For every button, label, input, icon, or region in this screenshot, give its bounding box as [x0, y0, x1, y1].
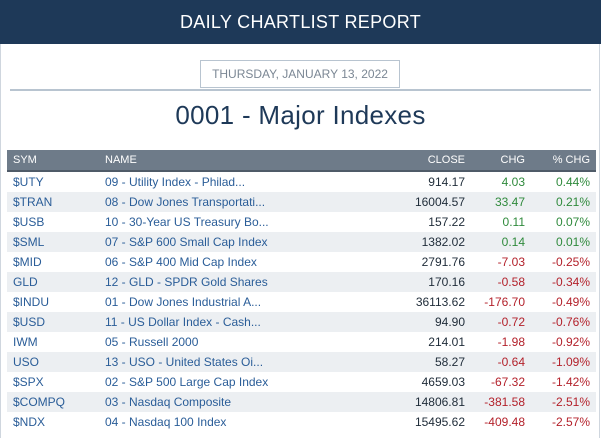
change-value: 0.11 — [471, 212, 531, 232]
table-row[interactable]: $TRAN 08 - Dow Jones Transportati... 16004… — [7, 192, 596, 212]
chartlist-title: 0001 - Major Indexes — [175, 100, 426, 130]
change-value: -409.48 — [471, 412, 531, 432]
percent-change-value: -0.92% — [531, 332, 596, 352]
close-value: 2791.76 — [401, 252, 471, 272]
report-header: DAILY CHARTLIST REPORT — [0, 0, 601, 44]
symbol-link[interactable]: IWM — [7, 332, 99, 352]
table-row[interactable]: $SML 07 - S&P 600 Small Cap Index 1382.02 0… — [7, 232, 596, 252]
symbol-link[interactable]: $MID — [7, 252, 99, 272]
close-value: 15495.62 — [401, 412, 471, 432]
col-header-chg[interactable]: CHG — [471, 150, 531, 172]
symbol-link[interactable]: GLD — [7, 272, 99, 292]
percent-change-value: 0.07% — [531, 212, 596, 232]
close-value: 170.16 — [401, 272, 471, 292]
close-value: 16004.57 — [401, 192, 471, 212]
col-header-sym[interactable]: SYM — [7, 150, 99, 172]
frame-border-left — [0, 44, 1, 438]
frame-border-right — [599, 44, 600, 438]
symbol-link[interactable]: $INDU — [7, 292, 99, 312]
table-row[interactable]: $UTY 09 - Utility Index - Philad... 914.17… — [7, 171, 596, 192]
close-value: 157.22 — [401, 212, 471, 232]
percent-change-value: -2.51% — [531, 392, 596, 412]
change-value: -0.64 — [471, 352, 531, 372]
table-row[interactable]: $NDX 04 - Nasdaq 100 Index 15495.62 -409.48… — [7, 412, 596, 432]
table-row[interactable]: USO 13 - USO - United States Oi... 58.27 -0… — [7, 352, 596, 372]
close-value: 214.01 — [401, 332, 471, 352]
index-name-link[interactable]: 06 - S&P 400 Mid Cap Index — [99, 252, 401, 272]
close-value: 36113.62 — [401, 292, 471, 312]
index-name-link[interactable]: 02 - S&P 500 Large Cap Index — [99, 372, 401, 392]
percent-change-value: -0.49% — [531, 292, 596, 312]
index-name-link[interactable]: 10 - 30-Year US Treasury Bo... — [99, 212, 401, 232]
change-value: -1.98 — [471, 332, 531, 352]
index-name-link[interactable]: 11 - US Dollar Index - Cash... — [99, 312, 401, 332]
close-value: 94.90 — [401, 312, 471, 332]
change-value: -0.58 — [471, 272, 531, 292]
close-value: 4659.03 — [401, 372, 471, 392]
col-header-pct-chg[interactable]: % CHG — [531, 150, 596, 172]
table-row[interactable]: $USD 11 - US Dollar Index - Cash... 94.90-… — [7, 312, 596, 332]
table-row[interactable]: $SPX 02 - S&P 500 Large Cap Index 4659.03-… — [7, 372, 596, 392]
close-value: 14806.81 — [401, 392, 471, 412]
report-date: THURSDAY, JANUARY 13, 2022 — [200, 60, 400, 88]
change-value: -7.03 — [471, 252, 531, 272]
table-row[interactable]: $COMPQ 03 - Nasdaq Composite 14806.81 -381.… — [7, 392, 596, 412]
report-title: DAILY CHARTLIST REPORT — [179, 11, 421, 32]
index-name-link[interactable]: 01 - Dow Jones Industrial A... — [99, 292, 401, 312]
percent-change-value: -0.34% — [531, 272, 596, 292]
close-value: 58.27 — [401, 352, 471, 372]
percent-change-value: -0.25% — [531, 252, 596, 272]
index-name-link[interactable]: 04 - Nasdaq 100 Index — [99, 412, 401, 432]
index-name-link[interactable]: 03 - Nasdaq Composite — [99, 392, 401, 412]
symbol-link[interactable]: $SML — [7, 232, 99, 252]
table-body: $UTY 09 - Utility Index - Philad... 914.17… — [7, 171, 596, 432]
change-value: -381.58 — [471, 392, 531, 412]
change-value: 4.03 — [471, 171, 531, 192]
symbol-link[interactable]: $NDX — [7, 412, 99, 432]
change-value: -176.70 — [471, 292, 531, 312]
percent-change-value: 0.01% — [531, 232, 596, 252]
percent-change-value: 0.21% — [531, 192, 596, 212]
indexes-table: SYM NAME CLOSE CHG % CHG $UTY 09 - Utilit… — [7, 150, 596, 432]
col-header-name[interactable]: NAME — [99, 150, 401, 172]
change-value: 0.14 — [471, 232, 531, 252]
table-row[interactable]: GLD 12 - GLD - SPDR Gold Shares 170.16 -0.5… — [7, 272, 596, 292]
table-row[interactable]: $MID 06 - S&P 400 Mid Cap Index 2791.76 -7.… — [7, 252, 596, 272]
percent-change-value: 0.44% — [531, 171, 596, 192]
symbol-link[interactable]: $USD — [7, 312, 99, 332]
table-row[interactable]: $INDU 01 - Dow Jones Industrial A... 36113… — [7, 292, 596, 312]
index-name-link[interactable]: 13 - USO - United States Oi... — [99, 352, 401, 372]
symbol-link[interactable]: $TRAN — [7, 192, 99, 212]
index-name-link[interactable]: 12 - GLD - SPDR Gold Shares — [99, 272, 401, 292]
index-name-link[interactable]: 07 - S&P 600 Small Cap Index — [99, 232, 401, 252]
symbol-link[interactable]: USO — [7, 352, 99, 372]
change-value: -67.32 — [471, 372, 531, 392]
symbol-link[interactable]: $UTY — [7, 171, 99, 192]
symbol-link[interactable]: $COMPQ — [7, 392, 99, 412]
percent-change-value: -1.09% — [531, 352, 596, 372]
table-row[interactable]: IWM 05 - Russell 2000 214.01 -1.98 -0.92% — [7, 332, 596, 352]
index-name-link[interactable]: 05 - Russell 2000 — [99, 332, 401, 352]
percent-change-value: -0.76% — [531, 312, 596, 332]
index-name-link[interactable]: 08 - Dow Jones Transportati... — [99, 192, 401, 212]
date-banner: THURSDAY, JANUARY 13, 2022 — [10, 60, 591, 92]
percent-change-value: -2.57% — [531, 412, 596, 432]
change-value: 33.47 — [471, 192, 531, 212]
table-header-row: SYM NAME CLOSE CHG % CHG — [7, 150, 596, 172]
close-value: 914.17 — [401, 171, 471, 192]
index-name-link[interactable]: 09 - Utility Index - Philad... — [99, 171, 401, 192]
symbol-link[interactable]: $USB — [7, 212, 99, 232]
change-value: -0.72 — [471, 312, 531, 332]
percent-change-value: -1.42% — [531, 372, 596, 392]
report-body: THURSDAY, JANUARY 13, 2022 0001 - Major … — [0, 44, 601, 438]
close-value: 1382.02 — [401, 232, 471, 252]
symbol-link[interactable]: $SPX — [7, 372, 99, 392]
table-row[interactable]: $USB 10 - 30-Year US Treasury Bo... 157.22… — [7, 212, 596, 232]
date-divider — [10, 89, 591, 91]
col-header-close[interactable]: CLOSE — [401, 150, 471, 172]
